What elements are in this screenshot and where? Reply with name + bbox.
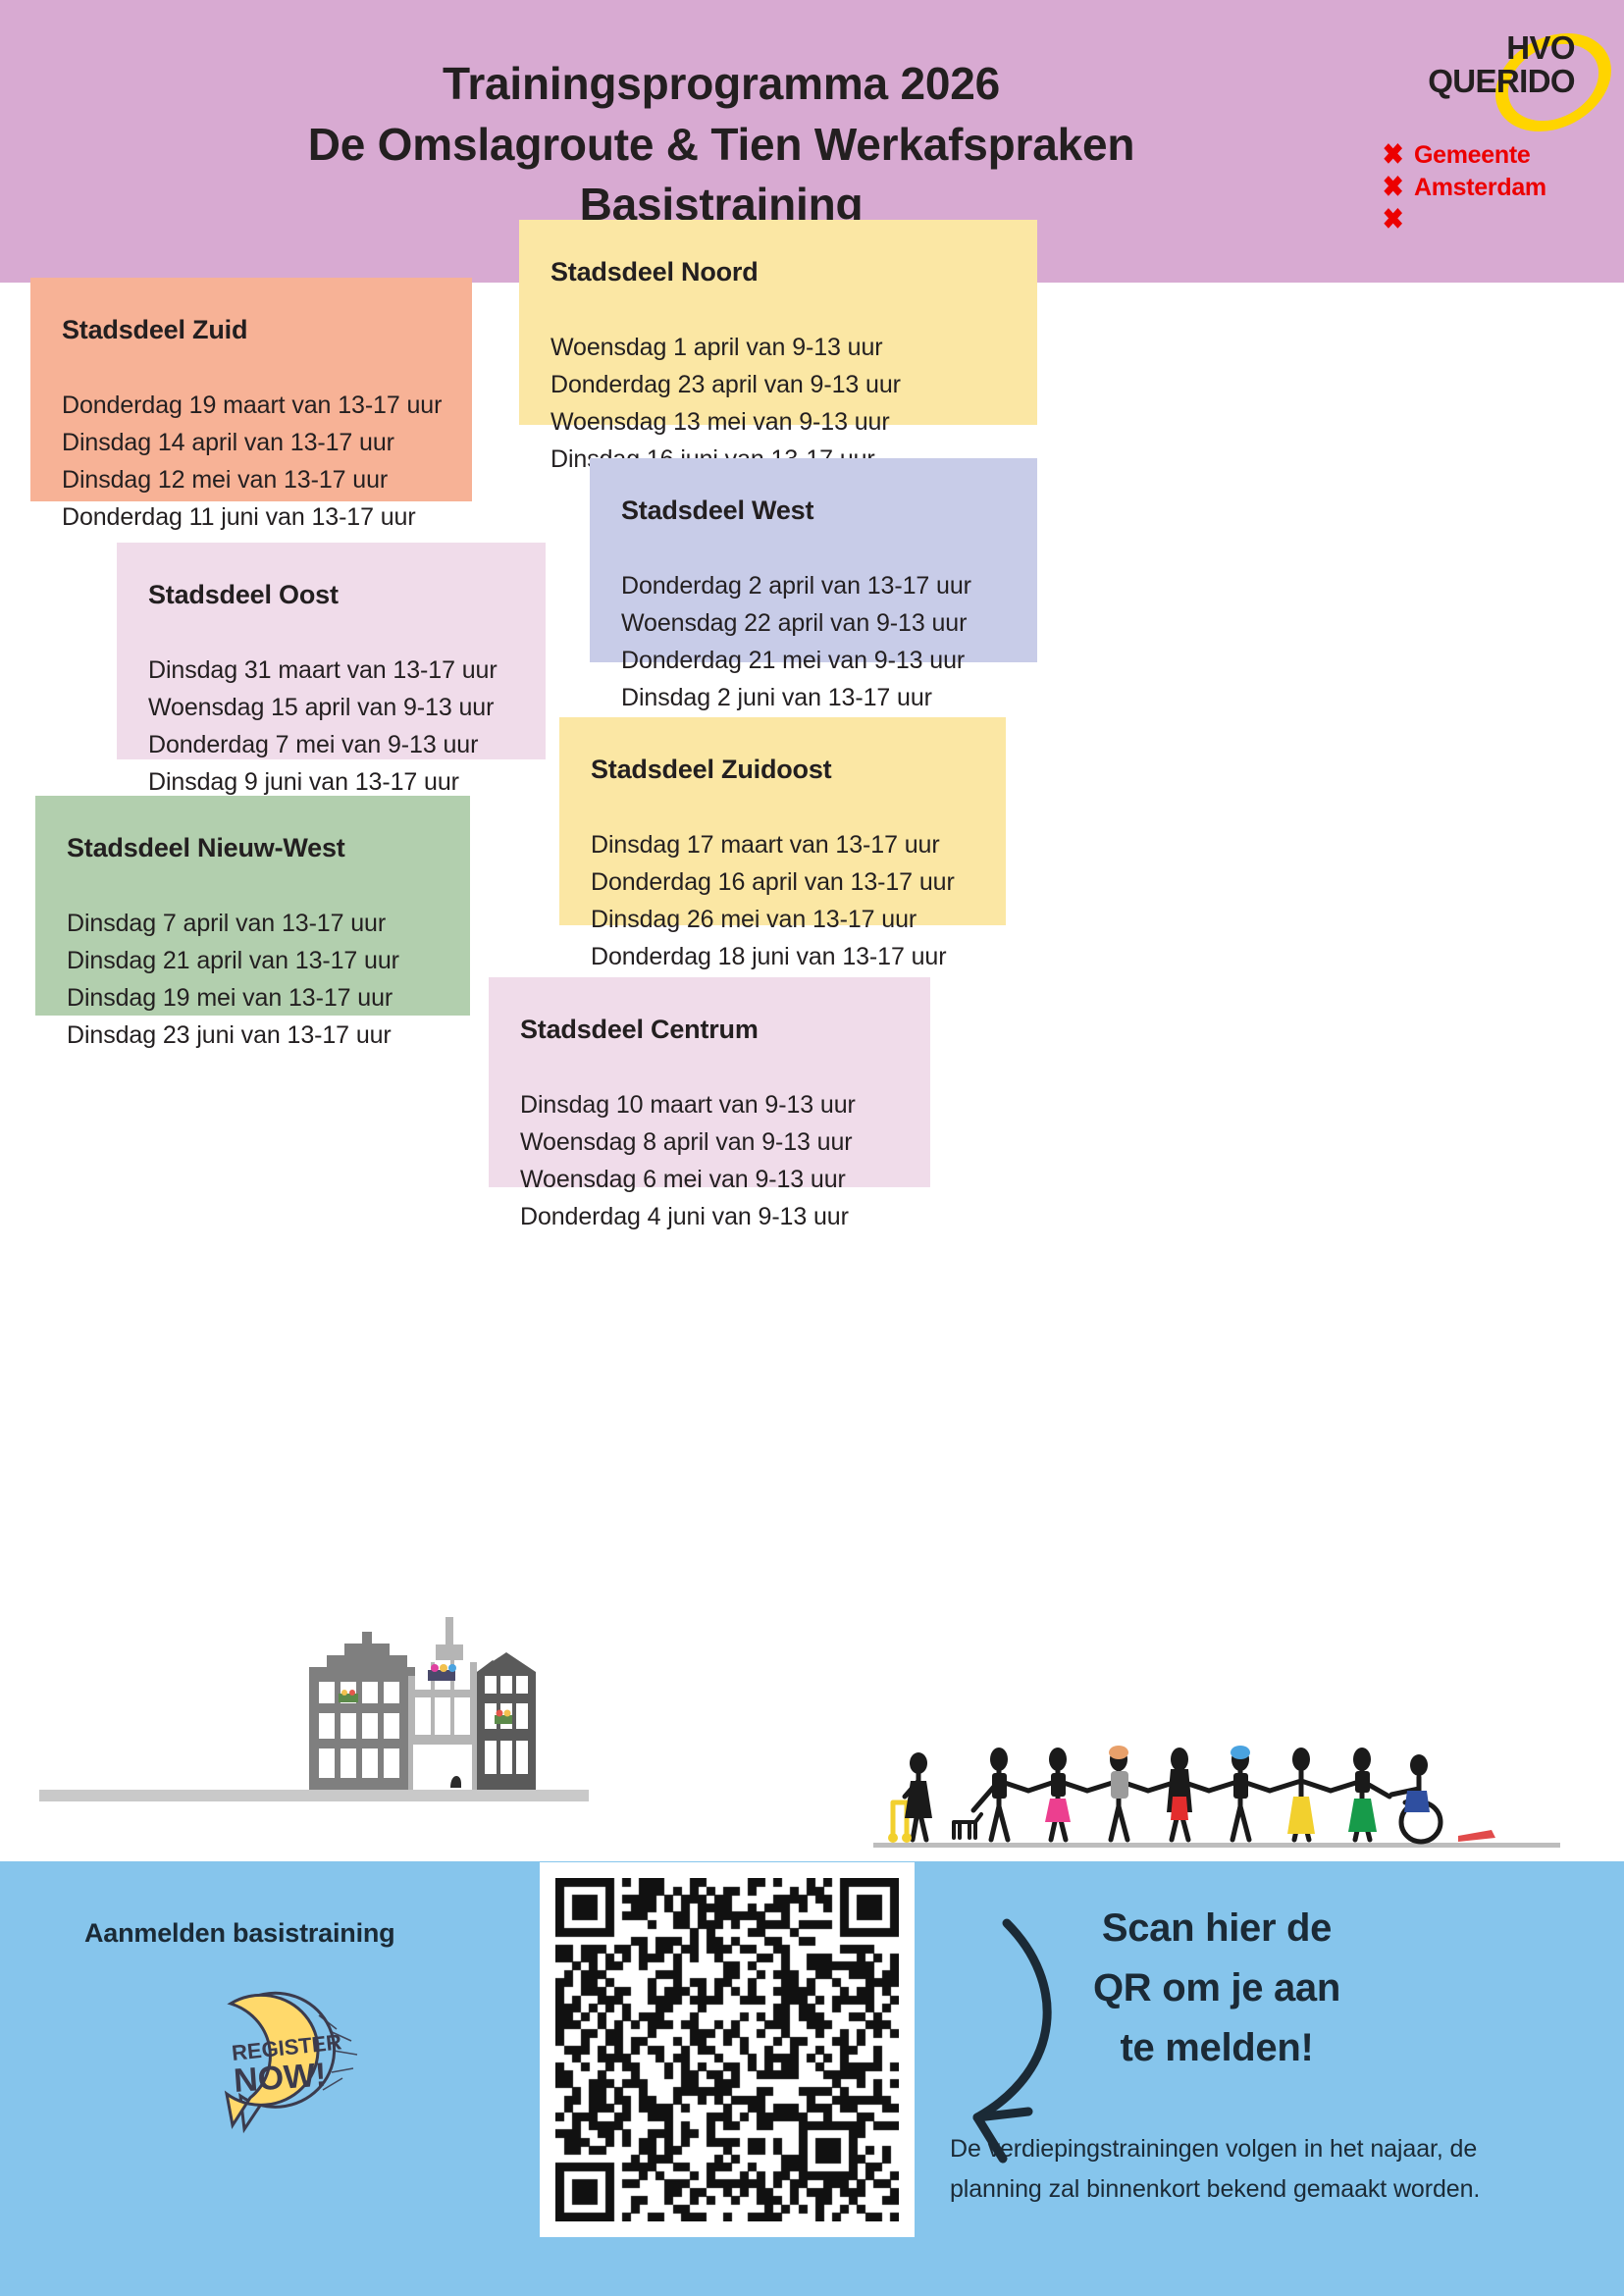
- district-session: Woensdag 8 april van 9-13 uur: [520, 1128, 853, 1156]
- district-session: Dinsdag 9 juni van 13-17 uur: [148, 768, 459, 796]
- gemeente-amsterdam-logo: ✖ Gemeente ✖ Amsterdam ✖: [1381, 139, 1597, 236]
- district-title: Stadsdeel Zuidoost: [591, 755, 832, 784]
- district-session: Dinsdag 21 april van 13-17 uur: [67, 947, 399, 974]
- district-session: Donderdag 2 april van 13-17 uur: [621, 572, 971, 600]
- district-title: Stadsdeel Noord: [550, 257, 759, 287]
- gemeente-row-2: ✖ Amsterdam: [1381, 172, 1597, 204]
- register-badge-line-2: NOW!: [233, 2056, 328, 2099]
- amsterdam-label: Amsterdam: [1414, 174, 1546, 201]
- district-session: Donderdag 23 april van 9-13 uur: [550, 371, 901, 398]
- district-session: Woensdag 13 mei van 9-13 uur: [550, 408, 890, 436]
- andreas-cross-icon: ✖: [1382, 172, 1404, 203]
- district-card-zuid: Stadsdeel Zuid Donderdag 19 maart van 13-…: [30, 278, 472, 531]
- district-session: Donderdag 4 juni van 9-13 uur: [520, 1203, 849, 1230]
- people-holding-hands-illustration: [873, 1746, 1560, 1848]
- district-session: Woensdag 6 mei van 9-13 uur: [520, 1166, 846, 1193]
- district-session: Dinsdag 7 april van 13-17 uur: [67, 910, 387, 937]
- district-title: Stadsdeel Centrum: [520, 1015, 759, 1044]
- district-card-noord: Stadsdeel Noord Woensdag 1 april van 9-13…: [519, 220, 1037, 473]
- scan-line-2: QR om je aan: [1092, 1965, 1341, 2009]
- district-session: Woensdag 15 april van 9-13 uur: [148, 694, 495, 721]
- district-session: Donderdag 21 mei van 9-13 uur: [621, 647, 966, 674]
- district-session: Dinsdag 10 maart van 9-13 uur: [520, 1091, 856, 1119]
- district-session: Dinsdag 12 mei van 13-17 uur: [62, 466, 389, 494]
- andreas-cross-icon: ✖: [1382, 204, 1404, 235]
- page-title: Trainingsprogramma 2026 De Omslagroute &…: [118, 54, 1325, 235]
- district-card-zuidoost: Stadsdeel Zuidoost Dinsdag 17 maart van 1…: [559, 717, 1006, 970]
- district-title: Stadsdeel West: [621, 496, 814, 525]
- title-line-2: De Omslagroute & Tien Werkafspraken: [307, 118, 1135, 170]
- district-title: Stadsdeel Oost: [148, 580, 339, 609]
- district-session: Donderdag 18 juni van 13-17 uur: [591, 943, 947, 970]
- district-card-centrum: Stadsdeel Centrum Dinsdag 10 maart van 9-…: [489, 977, 930, 1230]
- district-card-oost: Stadsdeel Oost Dinsdag 31 maart van 13-17…: [117, 543, 546, 796]
- amsterdam-canal-houses-illustration: [39, 1617, 589, 1801]
- district-session: Dinsdag 19 mei van 13-17 uur: [67, 984, 393, 1012]
- andreas-cross-icon: ✖: [1382, 139, 1404, 171]
- district-session: Dinsdag 31 maart van 13-17 uur: [148, 656, 498, 684]
- district-session: Dinsdag 23 juni van 13-17 uur: [67, 1021, 392, 1049]
- registration-qr-code[interactable]: [540, 1862, 915, 2237]
- gemeente-row-1: ✖ Gemeente: [1381, 139, 1597, 172]
- qr-canvas[interactable]: [555, 1878, 899, 2221]
- gemeente-row-3: ✖: [1381, 204, 1597, 236]
- hvo-line-1: HVO: [1506, 29, 1575, 66]
- hvo-querido-logo: HVO QUERIDO: [1361, 14, 1624, 151]
- title-line-1: Trainingsprogramma 2026: [442, 58, 1001, 109]
- district-session: Woensdag 22 april van 9-13 uur: [621, 609, 968, 637]
- logo-block: HVO QUERIDO ✖ Gemeente ✖ Amsterdam ✖: [1361, 14, 1624, 245]
- district-session: Donderdag 7 mei van 9-13 uur: [148, 731, 479, 758]
- aanmelden-label: Aanmelden basistraining: [84, 1918, 395, 1948]
- district-session: Woensdag 1 april van 9-13 uur: [550, 334, 883, 361]
- curved-arrow-icon: [972, 1918, 1052, 2164]
- district-session: Dinsdag 17 maart van 13-17 uur: [591, 831, 940, 859]
- district-title: Stadsdeel Nieuw-West: [67, 833, 345, 862]
- district-session: Dinsdag 14 april van 13-17 uur: [62, 429, 394, 456]
- district-session: Donderdag 11 juni van 13-17 uur: [62, 503, 416, 531]
- hvo-line-2: QUERIDO: [1428, 62, 1575, 99]
- scan-heading: Scan hier de QR om je aan te melden!: [1021, 1899, 1413, 2077]
- district-title: Stadsdeel Zuid: [62, 315, 248, 344]
- district-card-west: Stadsdeel West Donderdag 2 april van 13-1…: [590, 458, 1037, 711]
- district-card-nieuw-west: Stadsdeel Nieuw-West Dinsdag 7 april van …: [35, 796, 470, 1049]
- district-session: Donderdag 16 april van 13-17 uur: [591, 868, 955, 896]
- district-session: Dinsdag 26 mei van 13-17 uur: [591, 906, 917, 933]
- district-session: Dinsdag 2 juni van 13-17 uur: [621, 684, 932, 711]
- verdiepingstrainingen-note: De verdiepingstrainingen volgen in het n…: [950, 2135, 1481, 2203]
- district-session: Donderdag 19 maart van 13-17 uur: [62, 391, 443, 419]
- register-now-badge: REGISTER NOW!: [224, 1991, 358, 2134]
- hvo-querido-wordmark: HVO QUERIDO: [1428, 31, 1575, 97]
- gemeente-label: Gemeente: [1414, 141, 1531, 169]
- scan-line-1: Scan hier de: [1101, 1906, 1333, 1950]
- scan-line-3: te melden!: [1120, 2025, 1314, 2069]
